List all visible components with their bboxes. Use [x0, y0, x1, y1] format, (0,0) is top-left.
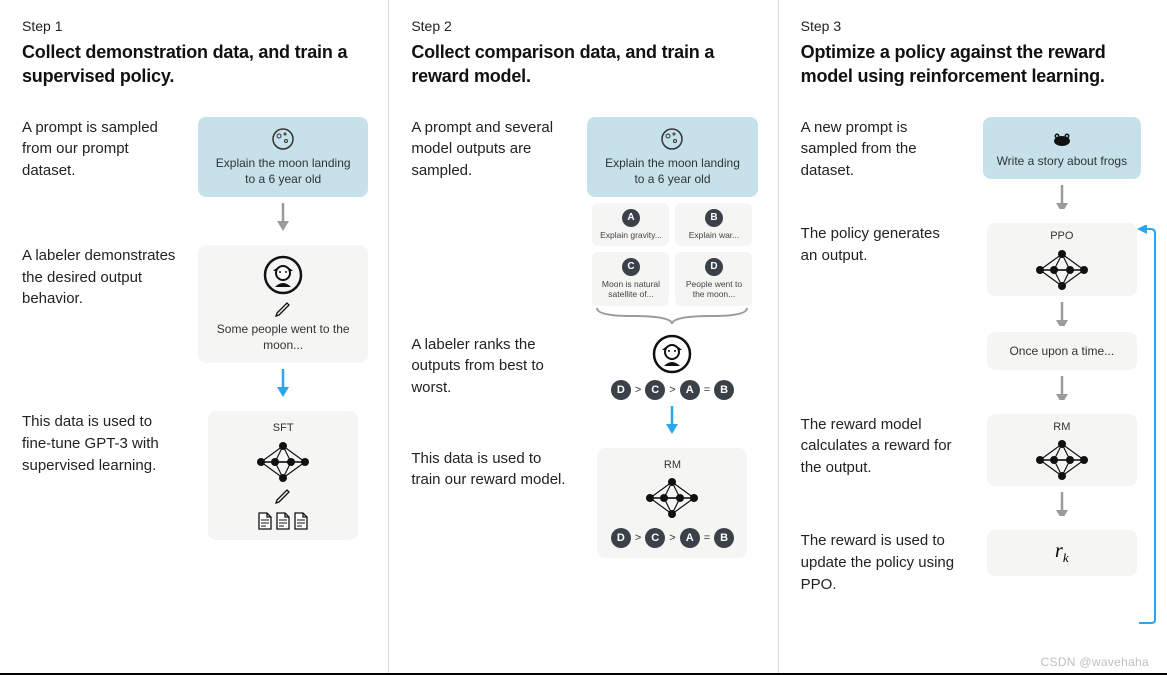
option-a: A Explain gravity... — [592, 203, 669, 246]
model-label: RM — [1053, 420, 1070, 435]
moon-icon — [660, 127, 684, 151]
option-d: D People went to the moon... — [675, 252, 752, 305]
rlhf-diagram: Step 1 Collect demonstration data, and t… — [0, 0, 1167, 675]
option-chip: A — [622, 209, 640, 227]
option-text: Moon is natural satellite of... — [596, 279, 665, 299]
labeler-box: Some people went to the moon... — [198, 245, 368, 363]
person-icon — [263, 255, 303, 295]
step3-desc-2: The policy generates an output. — [801, 223, 961, 267]
model-label: SFT — [273, 421, 294, 436]
step3-desc-1: A new prompt is sampled from the dataset… — [801, 117, 961, 182]
arrow-icon — [1053, 492, 1071, 516]
option-c: C Moon is natural satellite of... — [592, 252, 669, 305]
step3-desc-4: The reward is used to update the policy … — [801, 530, 961, 595]
prompt-box: Write a story about frogs — [983, 117, 1142, 179]
option-chip: C — [622, 258, 640, 276]
frog-icon — [1050, 127, 1074, 149]
model-label: RM — [664, 458, 681, 473]
arrow-icon — [1053, 185, 1071, 209]
option-text: Explain gravity... — [600, 230, 662, 240]
step1-desc-1: A prompt is sampled from our prompt data… — [22, 117, 182, 182]
prompt-box: Explain the moon landing to a 6 year old — [198, 117, 368, 197]
step-title: Optimize a policy against the reward mod… — [801, 40, 1147, 89]
neural-net-icon — [642, 478, 702, 518]
arrow-icon — [1053, 302, 1071, 326]
brace-icon — [592, 308, 752, 326]
option-text: People went to the moon... — [679, 279, 748, 299]
step-title: Collect comparison data, and train a rew… — [411, 40, 757, 89]
pencil-icon — [275, 486, 291, 504]
prompt-text: Write a story about frogs — [997, 153, 1128, 169]
step3-desc-3: The reward model calculates a reward for… — [801, 414, 961, 479]
neural-net-icon — [253, 442, 313, 482]
arrow-icon — [274, 369, 292, 397]
arrow-icon — [274, 203, 292, 231]
step-label: Step 3 — [801, 18, 1147, 34]
options-grid: A Explain gravity... B Explain war... C … — [592, 203, 752, 306]
step2-desc-2: A labeler ranks the outputs from best to… — [411, 334, 571, 399]
policy-output: Once upon a time... — [987, 332, 1137, 370]
step-3: Step 3 Optimize a policy against the rew… — [778, 0, 1167, 673]
neural-net-icon — [1032, 250, 1092, 290]
reward-symbol: r — [1055, 540, 1063, 562]
step-title: Collect demonstration data, and train a … — [22, 40, 368, 89]
sft-model-box: SFT — [208, 411, 358, 540]
prompt-text: Explain the moon landing to a 6 year old — [601, 155, 743, 187]
step-2: Step 2 Collect comparison data, and trai… — [388, 0, 777, 673]
arrow-icon — [663, 406, 681, 434]
documents-icon — [257, 512, 309, 530]
model-label: PPO — [1050, 229, 1073, 244]
person-icon — [652, 334, 692, 374]
step2-desc-3: This data is used to train our reward mo… — [411, 448, 571, 492]
step1-desc-3: This data is used to fine-tune GPT-3 wit… — [22, 411, 182, 476]
pencil-icon — [275, 299, 291, 317]
step-label: Step 1 — [22, 18, 368, 34]
neural-net-icon — [1032, 440, 1092, 480]
option-b: B Explain war... — [675, 203, 752, 246]
reward-subscript: k — [1063, 550, 1069, 565]
ranking-row: D > C > A = B — [611, 528, 734, 548]
prompt-text: Explain the moon landing to a 6 year old — [212, 155, 354, 187]
step1-desc-2: A labeler demonstrates the desired outpu… — [22, 245, 182, 310]
ppo-model-box: PPO — [987, 223, 1137, 296]
option-chip: D — [705, 258, 723, 276]
rm-model-box: RM D > C > A = B — [597, 448, 747, 559]
step-label: Step 2 — [411, 18, 757, 34]
moon-icon — [271, 127, 295, 151]
reward-box: rk — [987, 530, 1137, 576]
step-1: Step 1 Collect demonstration data, and t… — [0, 0, 388, 673]
step2-desc-1: A prompt and several model outputs are s… — [411, 117, 571, 182]
labeler-output: Some people went to the moon... — [210, 321, 356, 353]
prompt-box: Explain the moon landing to a 6 year old — [587, 117, 757, 197]
arrow-icon — [1053, 376, 1071, 400]
option-text: Explain war... — [689, 230, 740, 240]
option-chip: B — [705, 209, 723, 227]
ranking-row: D > C > A = B — [611, 380, 734, 400]
rm-model-box: RM — [987, 414, 1137, 487]
watermark: CSDN @wavehaha — [1041, 655, 1149, 669]
